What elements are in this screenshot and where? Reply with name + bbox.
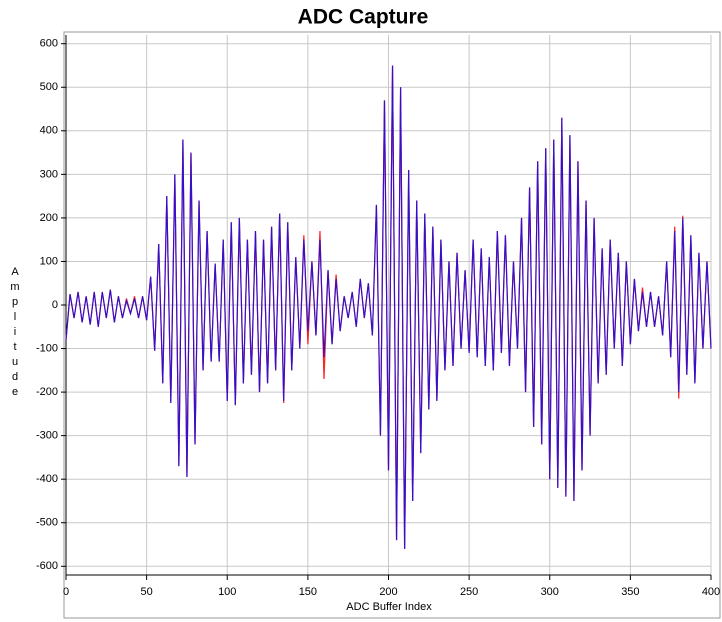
chart-title: ADC Capture: [298, 6, 429, 29]
series-line: [65, 65, 712, 549]
x-tick-label: 350: [621, 586, 639, 598]
y-axis-label: Amplitude: [9, 266, 21, 401]
y-tick-label: 500: [40, 81, 58, 93]
y-tick-label: -300: [36, 430, 58, 442]
y-tick-label: -200: [36, 386, 58, 398]
y-tick-label: 200: [40, 212, 58, 224]
y-tick-label: -500: [36, 517, 58, 529]
x-tick-label: 100: [218, 586, 236, 598]
y-tick-label: 400: [40, 125, 58, 137]
x-tick-label: 150: [299, 586, 317, 598]
y-tick-label: 0: [52, 299, 58, 311]
x-tick-label: 200: [379, 586, 397, 598]
y-tick-label: 100: [40, 255, 58, 267]
x-tick-label: 0: [63, 586, 69, 598]
x-tick-label: 250: [460, 586, 478, 598]
y-tick-label: 300: [40, 168, 58, 180]
x-tick-label: 400: [702, 586, 720, 598]
y-tick-label: -400: [36, 473, 58, 485]
y-tick-label: -600: [36, 560, 58, 572]
x-tick-label: 50: [141, 586, 153, 598]
x-tick-label: 300: [541, 586, 559, 598]
x-axis-label: ADC Buffer Index: [346, 601, 432, 613]
y-tick-label: 600: [40, 38, 58, 50]
y-tick-label: -100: [36, 342, 58, 354]
